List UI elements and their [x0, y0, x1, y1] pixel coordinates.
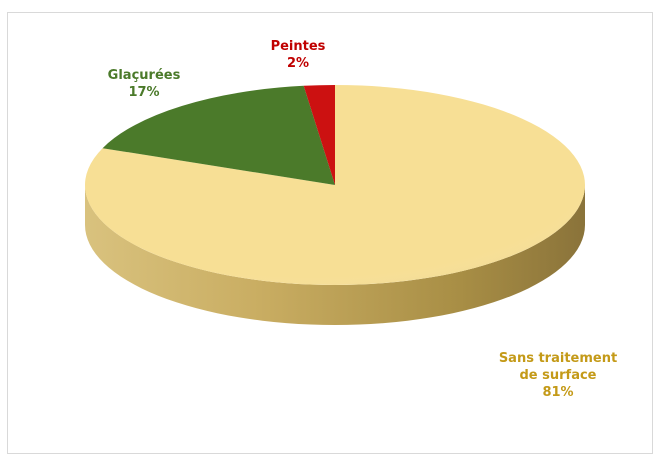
pie-side: [85, 185, 585, 325]
pie-label-value: 17%: [128, 85, 159, 100]
pie-label-text: Glaçurées: [108, 68, 181, 83]
pie-labels: Sans traitement de surface 81% Glaçurées 17%…: [108, 39, 618, 400]
pie-label-value: 2%: [287, 56, 309, 71]
pie-slices: [84, 85, 586, 285]
pie-label-value: 81%: [542, 385, 573, 400]
pie-label-3: Peintes 2%: [271, 39, 326, 71]
pie-top-shading: [85, 85, 585, 285]
pie-label-text: Sans traitement: [499, 351, 617, 366]
pie-side-wall: [85, 185, 585, 325]
pie-label-2: Glaçurées 17%: [108, 68, 181, 100]
pie-label-text: de surface: [519, 368, 596, 383]
pie-label-1: Sans traitement de surface 81%: [499, 351, 617, 400]
pie-label-text: Peintes: [271, 39, 326, 54]
